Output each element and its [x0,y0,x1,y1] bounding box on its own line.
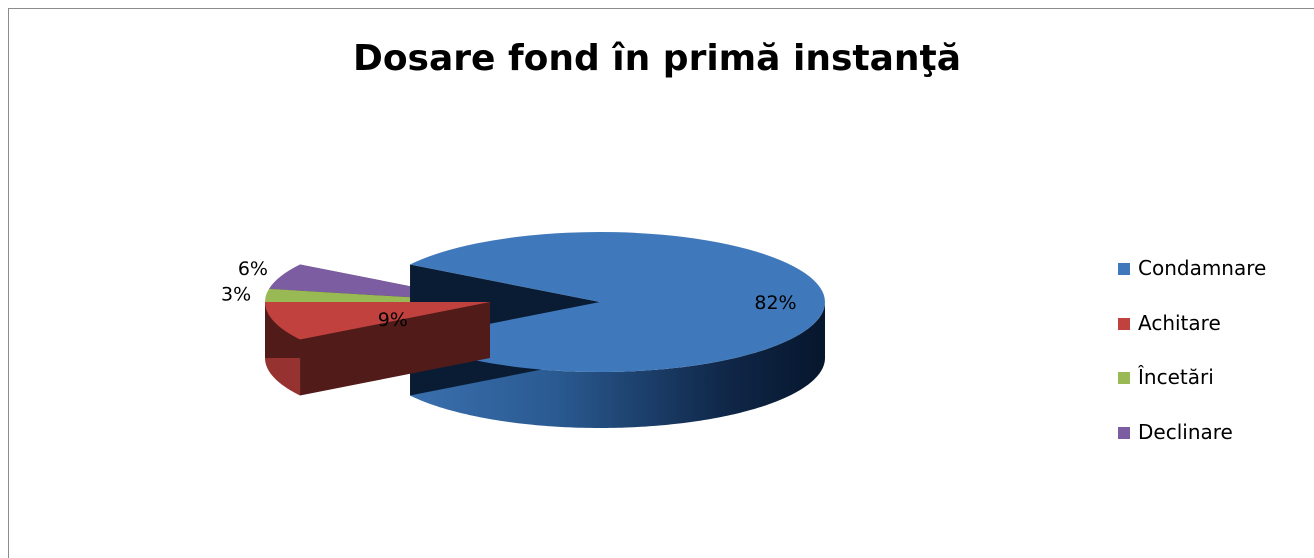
legend-swatch [1118,317,1130,330]
pie-slice-side-condamnare [410,301,825,428]
legend-label: Declinare [1138,419,1233,444]
chart-title: Dosare fond în primă instanţă [352,38,962,79]
legend-label: Achitare [1138,310,1221,335]
legend-swatch [1118,263,1130,275]
pie-slice-top-achitare [265,302,490,340]
chart-frame [8,8,1314,558]
data-label-declinare: 6% [238,258,268,280]
legend-label: Condamnare [1138,256,1267,280]
legend-swatch [1118,426,1130,439]
pie-slice-condamnare [410,232,825,428]
data-label-incetari: 3% [221,283,251,305]
pie-slice-achitare [265,302,490,396]
pie-slice-top-condamnare [410,232,825,372]
legend-swatch [1118,372,1130,384]
legend-label: Încetări [1138,365,1214,389]
data-label-condamnare: 82% [754,292,796,314]
data-label-achitare: 9% [378,309,408,331]
